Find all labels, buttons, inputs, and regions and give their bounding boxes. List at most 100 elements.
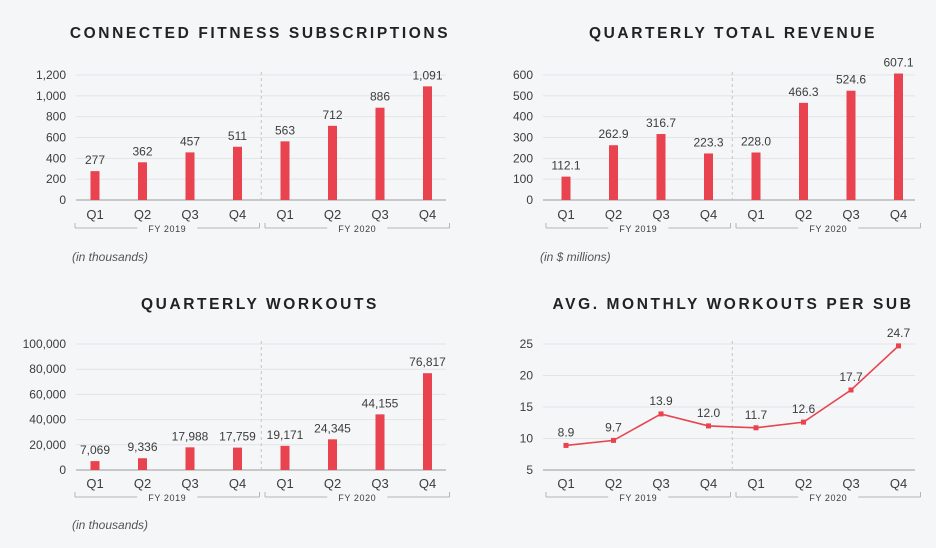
data-label: 1,091 xyxy=(412,68,442,82)
x-tick-label: Q2 xyxy=(134,207,151,222)
x-tick-label: Q1 xyxy=(747,476,764,491)
data-label: 12.6 xyxy=(792,402,816,416)
bar xyxy=(233,146,242,200)
chart-title: CONNECTED FITNESS SUBSCRIPTIONS xyxy=(70,25,450,42)
y-tick-label: 20 xyxy=(520,369,534,383)
x-tick-label: Q4 xyxy=(890,476,907,491)
line-point xyxy=(753,425,759,431)
bar xyxy=(138,458,147,470)
bar xyxy=(280,445,290,470)
x-tick-label: Q2 xyxy=(605,476,622,491)
bar xyxy=(90,171,100,200)
chart-title: AVG. MONTHLY WORKOUTS PER SUB xyxy=(552,296,913,313)
data-label: 712 xyxy=(322,108,342,122)
bar xyxy=(233,447,242,470)
bar xyxy=(751,152,761,200)
data-label: 24,345 xyxy=(314,421,351,435)
data-label: 44,155 xyxy=(362,396,399,410)
x-tick-label: Q2 xyxy=(134,476,151,491)
y-tick-label: 10 xyxy=(520,432,534,446)
chart-title: QUARTERLY TOTAL REVENUE xyxy=(589,25,877,42)
line-point xyxy=(801,419,806,425)
x-tick-label: Q4 xyxy=(700,207,717,222)
fiscal-year-label: FY 2020 xyxy=(809,224,847,234)
x-tick-label: Q3 xyxy=(181,476,198,491)
data-label: 112.1 xyxy=(551,159,580,173)
data-label: 524.6 xyxy=(836,73,866,87)
data-label: 19,171 xyxy=(267,428,304,442)
bar xyxy=(894,73,903,200)
chart-panel-4: AVG. MONTHLY WORKOUTS PER SUB 5 10 15 20 25 8.… xyxy=(520,296,921,503)
data-label: 24.7 xyxy=(887,326,911,340)
data-label: 76,817 xyxy=(409,355,446,369)
data-label: 886 xyxy=(370,90,390,104)
fiscal-year-label: FY 2019 xyxy=(148,224,186,234)
fiscal-year-bracket: FY 2019 xyxy=(74,223,260,234)
x-tick-label: Q2 xyxy=(795,476,812,491)
chart-title: QUARTERLY WORKOUTS xyxy=(141,296,379,313)
fiscal-year-bracket: FY 2019 xyxy=(74,492,260,503)
x-tick-label: Q1 xyxy=(557,207,574,222)
x-tick-label: Q1 xyxy=(276,476,293,491)
y-tick-label: 0 xyxy=(59,193,66,207)
bar xyxy=(375,414,385,470)
fiscal-year-bracket: FY 2019 xyxy=(545,223,731,234)
data-label: 7,069 xyxy=(80,443,110,457)
data-label: 457 xyxy=(180,134,200,148)
data-label: 563 xyxy=(275,123,295,137)
chart-panel-2: QUARTERLY TOTAL REVENUE 0 100 200 300 400 500 6… xyxy=(513,25,921,264)
x-tick-label: Q1 xyxy=(557,476,574,491)
bar xyxy=(846,90,856,200)
bar xyxy=(423,373,432,470)
x-tick-label: Q3 xyxy=(652,207,669,222)
y-tick-label: 600 xyxy=(46,131,66,145)
line-point xyxy=(848,387,854,393)
y-tick-label: 400 xyxy=(513,110,533,124)
y-tick-label: 0 xyxy=(526,193,533,207)
line-point xyxy=(658,411,664,417)
data-label: 223.3 xyxy=(693,135,723,149)
bar xyxy=(423,86,432,200)
y-tick-label: 100,000 xyxy=(23,337,67,351)
fiscal-year-label: FY 2019 xyxy=(619,493,657,503)
x-tick-label: Q1 xyxy=(86,476,103,491)
data-label: 466.3 xyxy=(788,85,818,99)
data-label: 8.9 xyxy=(558,425,575,439)
fiscal-year-label: FY 2019 xyxy=(148,493,186,503)
bar xyxy=(656,134,666,200)
bar xyxy=(280,141,290,200)
series-line xyxy=(565,345,900,447)
x-tick-label: Q2 xyxy=(795,207,812,222)
x-tick-label: Q3 xyxy=(842,207,859,222)
x-tick-label: Q4 xyxy=(229,476,246,491)
bar xyxy=(609,145,618,200)
x-tick-label: Q3 xyxy=(181,207,198,222)
x-tick-label: Q2 xyxy=(324,207,341,222)
unit-note: (in $ millions) xyxy=(540,250,611,264)
y-tick-label: 1,200 xyxy=(36,68,66,82)
y-tick-label: 25 xyxy=(520,337,534,351)
y-tick-label: 200 xyxy=(513,151,533,165)
fiscal-year-bracket: FY 2020 xyxy=(735,492,921,503)
x-tick-label: Q3 xyxy=(371,207,388,222)
y-tick-label: 60,000 xyxy=(29,387,66,401)
y-tick-label: 200 xyxy=(46,172,66,186)
fiscal-year-bracket: FY 2020 xyxy=(264,223,450,234)
y-tick-label: 40,000 xyxy=(29,413,66,427)
x-tick-label: Q4 xyxy=(890,207,907,222)
bar xyxy=(185,447,195,470)
data-label: 262.9 xyxy=(598,127,628,141)
x-tick-label: Q1 xyxy=(86,207,103,222)
line-point xyxy=(706,423,711,429)
data-label: 9.7 xyxy=(605,420,622,434)
x-tick-label: Q4 xyxy=(419,476,436,491)
fiscal-year-label: FY 2020 xyxy=(809,493,847,503)
chart-panel-1: CONNECTED FITNESS SUBSCRIPTIONS 0 200 400 60… xyxy=(36,25,450,264)
x-tick-label: Q3 xyxy=(652,476,669,491)
fiscal-year-label: FY 2020 xyxy=(338,224,376,234)
y-tick-label: 100 xyxy=(513,172,533,186)
y-tick-label: 0 xyxy=(59,463,66,477)
line-point xyxy=(611,437,616,443)
